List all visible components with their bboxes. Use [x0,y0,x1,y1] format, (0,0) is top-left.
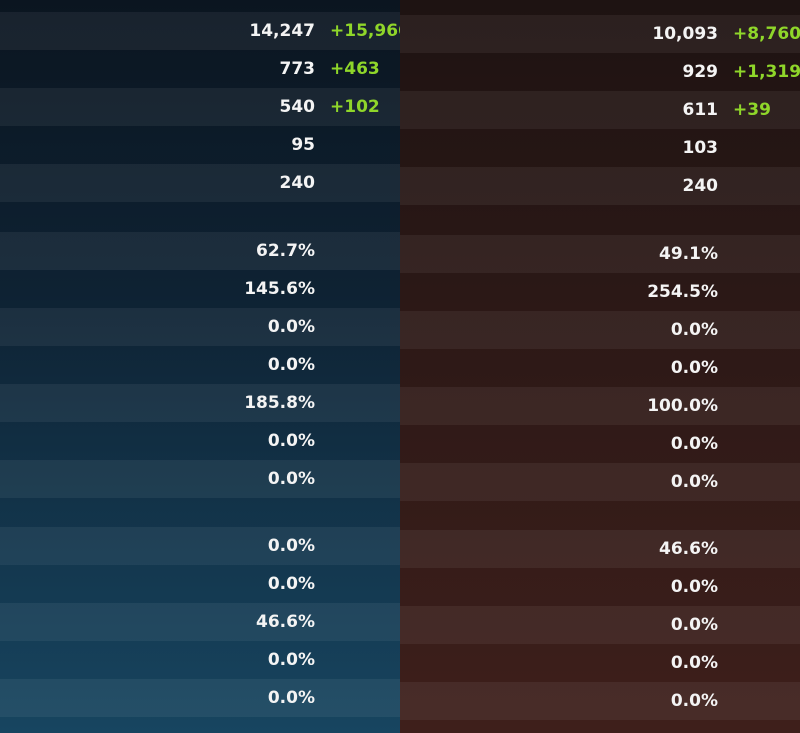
stat-row: 0.0% [400,568,800,606]
stat-row: 0.0% [0,527,400,565]
stat-value: 0.0% [670,320,718,340]
stat-row: 0.0% [400,349,800,387]
stat-row: 0.0% [0,679,400,717]
right-panel: 10,093 +8,760 929 +1,319 611 +39 103 240 49.1% 25… [400,0,800,733]
stat-row: 0.0% [0,346,400,384]
stat-value: 0.0% [670,577,718,597]
stat-value: 0.0% [267,469,315,489]
stat-row: 145.6% [0,270,400,308]
stat-row: 0.0% [0,422,400,460]
stat-row: 240 [0,164,400,202]
stat-row: 46.6% [0,603,400,641]
stat-value: 49.1% [659,244,718,264]
stat-value: 0.0% [267,650,315,670]
stat-row: 0.0% [0,641,400,679]
stat-row: 49.1% [400,235,800,273]
stat-value: 254.5% [647,282,718,302]
stat-row: 929 +1,319 [400,53,800,91]
stat-row: 95 [0,126,400,164]
stat-value: 62.7% [256,241,315,261]
stat-row: 185.8% [0,384,400,422]
stat-value: 0.0% [267,431,315,451]
stat-value: 0.0% [670,691,718,711]
stat-value: 95 [291,135,315,155]
stat-value: 0.0% [670,472,718,492]
stat-row: 46.6% [400,530,800,568]
stat-bonus: +463 [330,59,380,79]
stat-value: 929 [682,62,719,82]
stat-row: 0.0% [0,308,400,346]
stat-value: 46.6% [659,539,718,559]
stat-value: 773 [279,59,316,79]
stat-value: 0.0% [267,574,315,594]
stat-row: 0.0% [400,644,800,682]
stat-value: 100.0% [647,396,718,416]
stat-bonus: +1,319 [733,62,800,82]
stat-bonus: +8,760 [733,24,800,44]
stat-row: 0.0% [0,565,400,603]
stat-row: 100.0% [400,387,800,425]
stat-value: 145.6% [244,279,315,299]
stat-row: 240 [400,167,800,205]
stat-row: 0.0% [400,463,800,501]
stat-value: 0.0% [267,688,315,708]
stat-row: 773 +463 [0,50,400,88]
stat-value: 0.0% [670,653,718,673]
stat-value: 611 [682,100,719,120]
left-panel: 14,247 +15,966 773 +463 540 +102 95 240 62.7% 145… [0,0,400,733]
stat-value: 0.0% [267,355,315,375]
stat-value: 240 [279,173,316,193]
stat-row: 10,093 +8,760 [400,15,800,53]
stat-row: 611 +39 [400,91,800,129]
stat-value: 540 [279,97,316,117]
stat-value: 10,093 [652,24,718,44]
stat-bonus: +15,966 [330,21,400,41]
stat-row: 0.0% [0,460,400,498]
stat-value: 0.0% [267,536,315,556]
stat-value: 14,247 [249,21,315,41]
stat-row: 254.5% [400,273,800,311]
stat-value: 240 [682,176,719,196]
stat-row: 103 [400,129,800,167]
stat-row: 0.0% [400,606,800,644]
stat-value: 103 [682,138,719,158]
stat-bonus: +39 [733,100,771,120]
stat-row: 540 +102 [0,88,400,126]
stat-value: 0.0% [670,615,718,635]
stat-value: 0.0% [670,434,718,454]
stat-value: 0.0% [267,317,315,337]
stat-value: 0.0% [670,358,718,378]
stat-row: 0.0% [400,682,800,720]
stat-row: 0.0% [400,425,800,463]
stat-value: 185.8% [244,393,315,413]
stat-row: 62.7% [0,232,400,270]
stat-row: 14,247 +15,966 [0,12,400,50]
stat-row: 0.0% [400,311,800,349]
stat-value: 46.6% [256,612,315,632]
stat-bonus: +102 [330,97,380,117]
